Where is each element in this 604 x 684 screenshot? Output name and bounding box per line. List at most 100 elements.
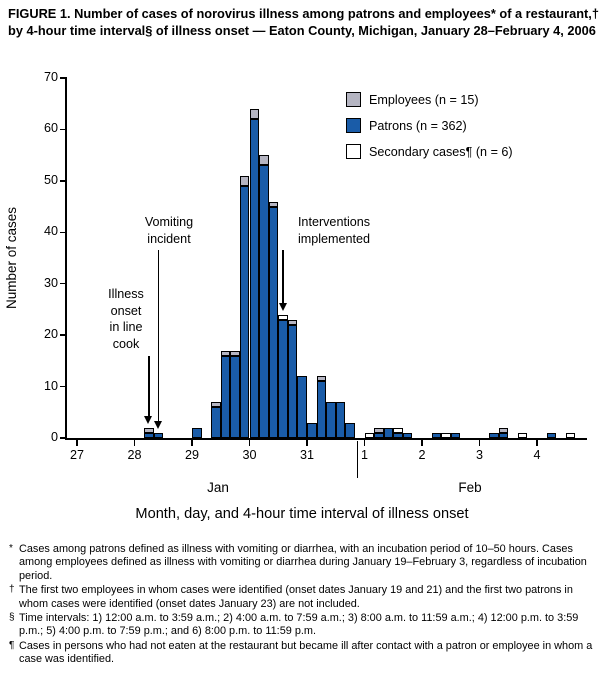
annotation-arrowhead-line-cook (144, 415, 153, 424)
y-tick-mark (60, 128, 67, 131)
bar-segment-secondary (565, 432, 576, 438)
bar-segment-employees (259, 155, 269, 166)
annotation-arrow-interventions (282, 250, 284, 303)
x-tick-label: 31 (299, 448, 314, 462)
bar-segment-patrons (211, 407, 221, 438)
x-tick-mark (421, 440, 423, 446)
bar-segment-patrons (383, 427, 394, 438)
bar-segment-patrons (450, 432, 461, 438)
y-tick-label: 20 (43, 327, 58, 342)
month-label-jan: Jan (207, 480, 229, 495)
bar-segment-employees (230, 350, 240, 356)
bar-segment-patrons (239, 186, 250, 438)
x-tick-mark (248, 440, 251, 446)
legend-swatch-patrons (346, 118, 361, 133)
figure-title: FIGURE 1. Number of cases of norovirus i… (8, 6, 599, 38)
bar-segment-patrons (297, 376, 307, 438)
legend-label-patrons: Patrons (n = 362) (369, 118, 467, 133)
bar-segment-patrons (393, 432, 403, 438)
footnote-marker: † (9, 584, 15, 596)
x-tick-mark (536, 440, 538, 446)
annotation-arrowhead-vomiting (153, 420, 162, 429)
y-tick-label: 50 (43, 172, 58, 187)
y-tick-label: 0 (50, 430, 58, 444)
bar-segment-patrons (230, 355, 240, 438)
bar-segment-patrons (249, 119, 260, 438)
month-label-feb: Feb (458, 480, 482, 495)
bar-segment-secondary (278, 314, 288, 320)
legend-swatch-employees (346, 92, 361, 107)
bar-segment-secondary (393, 427, 403, 433)
bar-segment-employees (316, 376, 327, 382)
annotation-vomiting: Vomiting incident (144, 215, 194, 246)
y-tick-label: 40 (43, 224, 58, 239)
bar-segment-patrons (287, 324, 298, 438)
bar-segment-patrons (268, 206, 279, 438)
bar-segment-patrons (326, 402, 336, 438)
annotation-line-cook: Illness onset in line cook (108, 287, 144, 351)
bar-segment-employees (220, 350, 231, 356)
bar-segment-employees (211, 402, 221, 408)
bar-segment-employees (287, 319, 298, 325)
bar-segment-patrons (546, 432, 557, 438)
bar-segment-employees (239, 175, 250, 186)
annotation-arrow-vomiting (157, 250, 160, 421)
x-tick-mark (478, 440, 481, 446)
x-tick-label: 30 (242, 448, 257, 462)
x-tick-mark (133, 440, 136, 446)
footnote-text: Cases among patrons defined as illness w… (19, 543, 587, 582)
x-tick-mark (76, 440, 78, 446)
x-tick-mark (191, 440, 193, 446)
annotation-arrow-line-cook (148, 356, 150, 416)
y-tick-mark (60, 282, 67, 285)
x-tick-mark (306, 440, 308, 446)
y-tick-mark (60, 437, 67, 439)
footnotes: * Cases among patrons defined as illness … (8, 543, 597, 668)
y-tick-label: 10 (43, 378, 58, 393)
y-tick-label: 30 (43, 275, 58, 290)
footnote-marker: ¶ (9, 639, 15, 651)
bar-segment-patrons (498, 432, 509, 438)
annotation-interventions: Interventions implemented (297, 215, 371, 246)
bar-segment-patrons (192, 427, 202, 438)
footnote-2: † The first two employees in whom cases w… (8, 584, 597, 611)
bar-segment-patrons (278, 319, 288, 438)
legend-item-employees: Employees (n = 15) (346, 92, 513, 107)
bar-segment-patrons (259, 165, 269, 438)
footnote-1: * Cases among patrons defined as illness … (8, 543, 597, 583)
y-tick-mark (60, 231, 67, 234)
legend: Employees (n = 15) Patrons (n = 362) Secon… (346, 92, 513, 170)
bar-segment-employees (498, 427, 509, 433)
bar-segment-patrons (402, 432, 413, 438)
y-tick-mark (60, 385, 67, 388)
bar-segment-employees (374, 427, 384, 433)
y-tick-label: 70 (43, 70, 58, 84)
x-tick-label: 3 (475, 448, 483, 462)
x-tick-label: 27 (69, 448, 84, 462)
footnote-text: Cases in persons who had not eaten at th… (19, 639, 593, 666)
x-tick-label: 29 (184, 448, 199, 462)
bar-segment-secondary (364, 432, 375, 438)
x-tick-label: 2 (418, 448, 426, 462)
y-tick-label: 60 (43, 121, 58, 136)
x-tick-label: 28 (127, 448, 142, 462)
bar-segment-patrons (153, 432, 164, 438)
y-tick-mark (60, 334, 67, 336)
bar-segment-patrons (345, 422, 355, 438)
legend-item-patrons: Patrons (n = 362) (346, 118, 513, 133)
bar-segment-patrons (316, 381, 327, 438)
bar-segment-patrons (335, 402, 346, 438)
bar-segment-patrons (220, 355, 231, 438)
footnote-4: ¶ Cases in persons who had not eaten at t… (8, 640, 597, 667)
bar-segment-patrons (374, 432, 384, 438)
x-tick-mark (363, 440, 366, 446)
footnote-text: The first two employees in whom cases we… (19, 584, 573, 610)
bar-segment-patrons (144, 432, 154, 438)
annotation-arrowhead-interventions (278, 302, 287, 311)
plot-area (65, 78, 587, 440)
bar-segment-patrons (431, 432, 442, 438)
legend-label-employees: Employees (n = 15) (369, 92, 479, 107)
bar-segment-secondary (441, 432, 451, 438)
